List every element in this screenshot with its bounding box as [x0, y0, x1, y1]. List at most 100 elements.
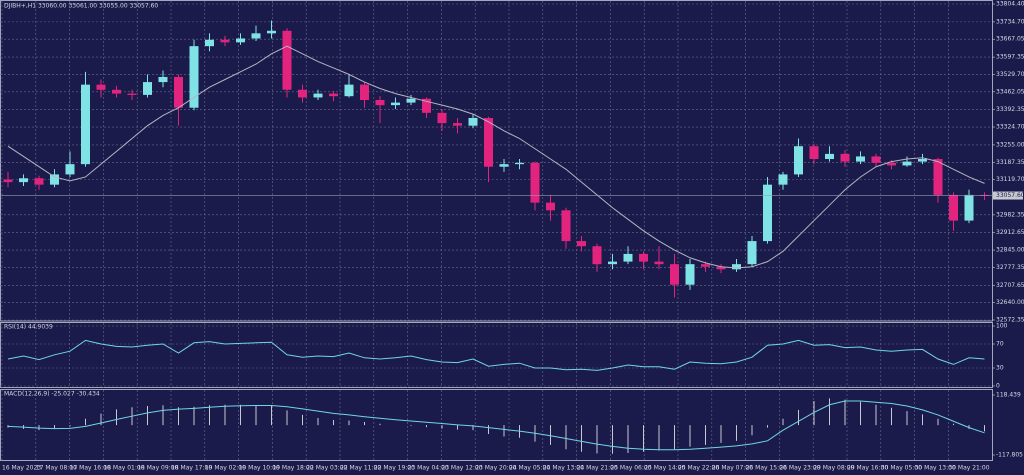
- main-panel: [0, 0, 993, 322]
- candle-body: [19, 178, 28, 183]
- candle-body: [220, 39, 230, 43]
- candle-body: [391, 102, 400, 106]
- candle-body: [561, 210, 571, 242]
- candle-body: [840, 153, 850, 162]
- x-tick-label: 18 May 01:00: [103, 465, 144, 472]
- candle-body: [515, 162, 524, 165]
- candle-body: [499, 164, 509, 167]
- rsi-line: [7, 339, 985, 371]
- main-title: DJIBH+,H1 33060.00 33061.00 33055.00 330…: [4, 3, 158, 10]
- x-tick-label: 25 May 22:00: [678, 465, 719, 472]
- y-tick-label: 32982.35: [996, 211, 1024, 218]
- candle-body: [127, 93, 137, 95]
- x-tick-label: 24 May 21:00: [577, 465, 618, 472]
- x-tick-label: 22 May 11:00: [340, 465, 381, 472]
- candle-body: [267, 30, 276, 34]
- candle-body: [654, 261, 664, 265]
- candle-body: [685, 264, 695, 285]
- x-tick-label: 25 May 06:00: [610, 465, 651, 472]
- x-tick-label: 19 May 10:00: [239, 465, 280, 472]
- y-tick-label: 70: [996, 341, 1004, 348]
- y-tick-label: 32707.65: [996, 282, 1024, 289]
- y-tick-label: 33187.35: [996, 159, 1024, 166]
- x-tick-label: 26 May 23:00: [779, 465, 820, 472]
- candle-body: [251, 33, 261, 39]
- candle-body: [778, 174, 788, 185]
- y-tick-label: 32572.35: [996, 317, 1024, 324]
- x-tick-label: 26 May 07:00: [712, 465, 753, 472]
- candle-body: [546, 202, 555, 211]
- x-tick-label: 29 May 16:00: [847, 465, 888, 472]
- candle-body: [639, 253, 648, 262]
- y-tick-label: 33255.00: [996, 141, 1024, 148]
- last-price-label: 33057.60: [996, 192, 1024, 199]
- candle-body: [112, 89, 121, 94]
- y-tick-label: 118.439: [996, 392, 1021, 399]
- candle-body: [360, 84, 369, 101]
- x-tick-label: 17 May 08:00: [36, 465, 77, 472]
- x-tick-label: 23 May 04:00: [408, 465, 449, 472]
- candle-body: [871, 156, 881, 163]
- y-tick-label: 33597.35: [996, 54, 1024, 61]
- candle-body: [933, 159, 943, 195]
- candle-body: [174, 76, 183, 108]
- candle-body: [716, 266, 726, 270]
- x-tick-label: 30 May 13:00: [915, 465, 956, 472]
- candle-body: [329, 93, 338, 97]
- candle-body: [406, 98, 416, 103]
- x-tick-label: 18 May 17:00: [171, 465, 212, 472]
- x-tick-label: 23 May 12:00: [441, 465, 482, 472]
- x-tick-label: 25 May 14:00: [644, 465, 685, 472]
- candle-body: [468, 117, 478, 126]
- x-tick-label: 26 May 15:00: [746, 465, 787, 472]
- x-tick-label: 30 May 05:00: [881, 465, 922, 472]
- x-tick-label: 18 May 09:00: [137, 465, 178, 472]
- y-tick-label: 33119.70: [996, 176, 1024, 183]
- candle-body: [189, 46, 199, 108]
- y-tick-label: 33734.70: [996, 18, 1024, 25]
- macd-panel: [0, 389, 993, 461]
- candle-body: [143, 82, 152, 95]
- y-tick-label: 33667.05: [996, 36, 1024, 43]
- candle-body: [592, 246, 602, 265]
- y-tick-label: -117.805: [996, 452, 1023, 459]
- candle-body: [236, 38, 245, 43]
- candle-body: [81, 84, 90, 165]
- candle-body: [964, 194, 974, 221]
- y-tick-label: 32640.00: [996, 299, 1024, 306]
- candle-body: [825, 153, 834, 160]
- candle-body: [298, 89, 307, 98]
- candle-body: [34, 178, 44, 185]
- candle-body: [484, 117, 493, 167]
- candle-body: [96, 84, 106, 90]
- y-tick-label: 32845.00: [996, 247, 1024, 254]
- x-tick-label: 24 May 05:00: [509, 465, 550, 472]
- y-tick-label: 100: [996, 323, 1008, 330]
- x-tick-label: 23 May 20:00: [475, 465, 516, 472]
- candle-body: [50, 174, 59, 185]
- x-tick-label: 22 May 19:00: [374, 465, 415, 472]
- rsi-title: RSI(14) 44.9039: [4, 324, 53, 331]
- x-tick-label: 17 May 16:00: [70, 465, 111, 472]
- y-tick-label: 32912.65: [996, 229, 1024, 236]
- macd-signal: [7, 400, 985, 451]
- candle-body: [453, 123, 462, 126]
- y-tick-label: 33392.35: [996, 106, 1024, 113]
- y-tick-label: 33529.70: [996, 71, 1024, 78]
- x-tick-label: 16 May 2023: [2, 465, 41, 472]
- candle-body: [437, 112, 447, 124]
- candle-body: [949, 194, 958, 221]
- candle-body: [608, 261, 617, 265]
- candle-body: [282, 30, 292, 90]
- candle-body: [623, 253, 633, 262]
- candle-body: [530, 162, 540, 203]
- y-tick-label: 33324.70: [996, 124, 1024, 131]
- candle-body: [918, 159, 927, 162]
- candle-body: [422, 98, 431, 113]
- x-tick-label: 30 May 21:00: [948, 465, 989, 472]
- candle-body: [577, 241, 586, 247]
- candle-body: [809, 146, 819, 160]
- moving-average: [7, 45, 985, 269]
- candle-body: [313, 93, 323, 98]
